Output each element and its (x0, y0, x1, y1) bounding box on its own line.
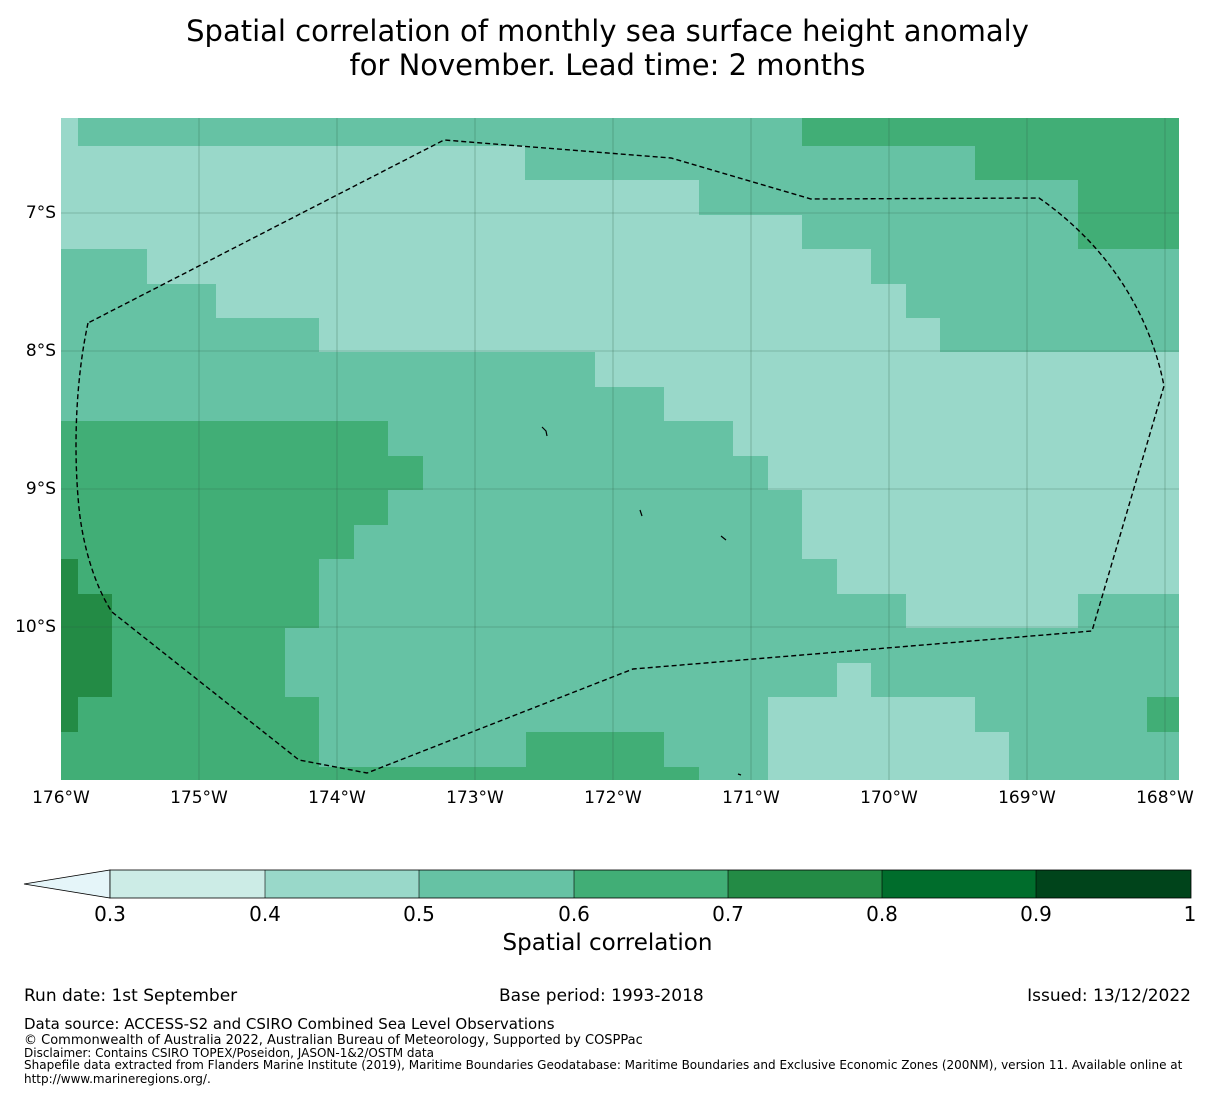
x-tick-175w: 175°W (170, 788, 228, 808)
field-0.7-0.8-west (61, 559, 112, 732)
correlation-map (61, 118, 1179, 780)
field-0.6-0.7-south-mid (319, 732, 699, 780)
x-tick-169w: 169°W (998, 788, 1056, 808)
y-tick-9s: 9°S (25, 479, 56, 499)
colorbar-tick-0.5: 0.5 (403, 902, 435, 926)
colorbar-bin-0.3-0.4 (110, 870, 265, 898)
colorbar-bin-0.6-0.7 (574, 870, 728, 898)
run-date: Run date: 1st September (24, 986, 238, 1006)
base-period: Base period: 1993-2018 (499, 986, 704, 1006)
shapefile-credit: Shapefile data extracted from Flanders M… (24, 1058, 1183, 1086)
eez-boundary (75, 139, 1165, 774)
disclaimer: Disclaimer: Contains CSIRO TOPEX/Poseido… (24, 1046, 434, 1060)
map-title-line-1: Spatial correlation of monthly sea surfa… (186, 14, 1029, 48)
colorbar-bin-0.9-1 (1036, 870, 1191, 898)
colorbar-tick-0.3: 0.3 (94, 902, 126, 926)
colorbar-tick-0.7: 0.7 (712, 902, 744, 926)
colorbar-outline (109, 869, 1192, 899)
colorbar-tick-0.4: 0.4 (249, 902, 281, 926)
issued-date: Issued: 13/12/2022 (1027, 986, 1191, 1006)
colorbar-bin-0.8-0.9 (882, 870, 1036, 898)
colorbar-extend-arrow (23, 869, 111, 899)
x-tick-174w: 174°W (308, 788, 366, 808)
map-title: Spatial correlation of monthly sea surfa… (0, 14, 1215, 82)
island-fakaofo (720, 535, 727, 541)
field-0.6-0.7-west (61, 421, 423, 780)
colorbar-bin-0.4-0.5 (265, 870, 419, 898)
colorbar-tick-1: 1 (1183, 902, 1197, 926)
x-tick-172w: 172°W (584, 788, 642, 808)
graticule (61, 118, 1179, 780)
field-0.4-0.5-north (61, 118, 1179, 628)
map-panel[interactable] (61, 118, 1179, 780)
island-swains (737, 773, 742, 776)
y-tick-10s: 10°S (15, 617, 56, 637)
field-0.6-0.7-northeast (802, 118, 1179, 249)
copyright-notice: © Commonwealth of Australia 2022, Austra… (24, 1033, 643, 1048)
data-source: Data source: ACCESS-S2 and CSIRO Combine… (24, 1015, 555, 1033)
x-tick-168w: 168°W (1136, 788, 1194, 808)
island-atafu (541, 426, 548, 437)
island-nukunonu (639, 509, 643, 517)
colorbar (23, 869, 1192, 899)
x-tick-176w: 176°W (32, 788, 90, 808)
colorbar-bin-0.7-0.8 (728, 870, 882, 898)
x-tick-173w: 173°W (446, 788, 504, 808)
colorbar-label: Spatial correlation (502, 930, 713, 956)
field-0.6-0.7-southeast (1147, 697, 1179, 732)
x-tick-170w: 170°W (860, 788, 918, 808)
x-tick-171w: 171°W (722, 788, 780, 808)
map-title-line-2: for November. Lead time: 2 months (349, 48, 866, 82)
y-tick-8s: 8°S (25, 341, 56, 361)
colorbar-tick-0.8: 0.8 (866, 902, 898, 926)
field-0.4-0.5-south (768, 663, 1009, 780)
colorbar-bin-0.5-0.6 (419, 870, 574, 898)
y-tick-7s: 7°S (25, 203, 56, 223)
colorbar-tick-0.6: 0.6 (558, 902, 590, 926)
colorbar-tick-0.9: 0.9 (1020, 902, 1052, 926)
